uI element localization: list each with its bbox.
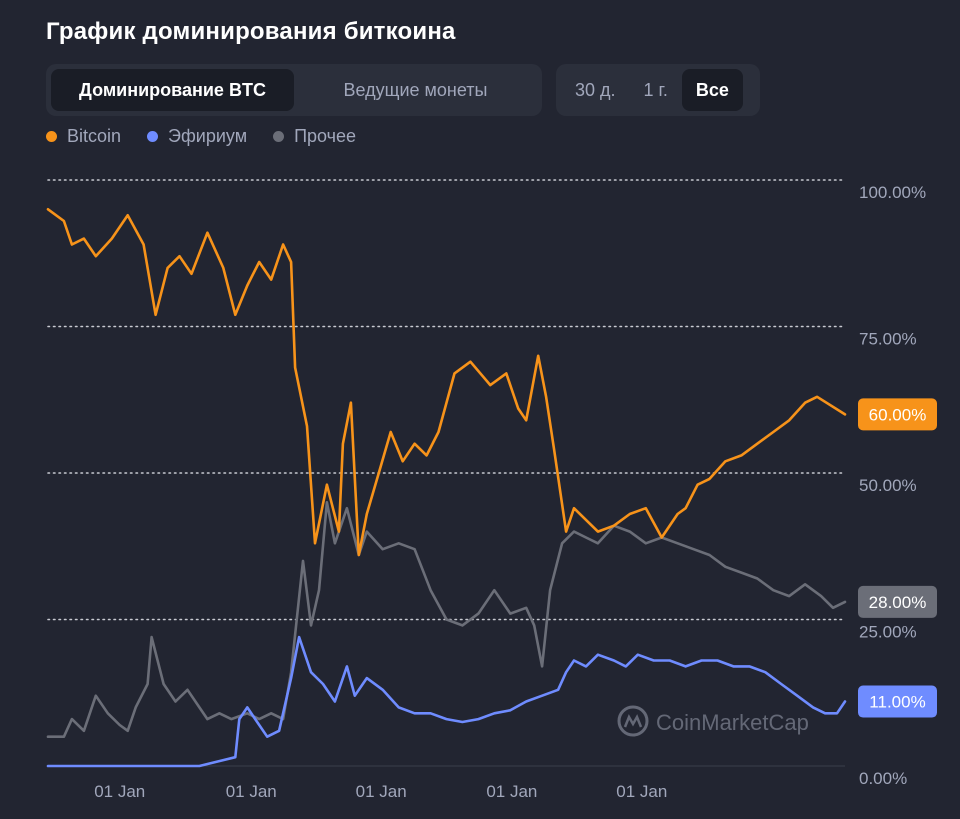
y-tick-label: 75.00% bbox=[859, 330, 917, 349]
legend-label: Прочее bbox=[294, 126, 357, 146]
legend-label: Bitcoin bbox=[67, 126, 122, 146]
value-badge-label: 28.00% bbox=[869, 593, 927, 612]
bitcoin-dot-icon bbox=[46, 131, 57, 142]
ethereum-dot-icon bbox=[147, 131, 159, 142]
y-tick-label: 50.00% bbox=[859, 476, 917, 495]
x-tick-label: 01 Jan bbox=[356, 782, 407, 801]
y-tick-label: 25.00% bbox=[859, 623, 917, 642]
x-tick-label: 01 Jan bbox=[486, 782, 537, 801]
legend-item-bitcoin[interactable]: Bitcoin bbox=[46, 126, 121, 147]
watermark-text: CoinMarketCap bbox=[656, 710, 809, 735]
value-badge-label: 11.00% bbox=[869, 693, 925, 712]
range-all-button[interactable]: Все bbox=[681, 69, 743, 111]
range-30d-button[interactable]: 30 д. bbox=[561, 69, 630, 111]
value-badge-label: 60.00% bbox=[869, 405, 927, 424]
other-dot-icon bbox=[273, 131, 285, 142]
tab-top-coins[interactable]: Ведущие монеты bbox=[294, 69, 537, 111]
x-tick-label: 01 Jan bbox=[616, 782, 667, 801]
x-tick-label: 01 Jan bbox=[94, 782, 145, 801]
y-tick-label: 100.00% bbox=[859, 183, 926, 202]
range-toggle: 30 д. 1 г. Все bbox=[556, 64, 760, 116]
value-badge-other bbox=[858, 585, 937, 618]
series-line-bitcoin bbox=[46, 208, 847, 557]
value-badge-ethereum bbox=[858, 685, 937, 718]
range-1y-button[interactable]: 1 г. bbox=[630, 69, 682, 111]
series-line-other bbox=[46, 501, 847, 738]
legend-item-other[interactable]: Прочее bbox=[273, 126, 356, 147]
legend-label: Эфириум bbox=[168, 126, 248, 146]
view-toggle: Доминирование BTC Ведущие монеты bbox=[46, 64, 542, 116]
page-title: График доминирования биткоина bbox=[46, 18, 456, 45]
series-line-ethereum bbox=[46, 635, 847, 768]
coinmarketcap-logo-icon bbox=[617, 705, 649, 737]
y-tick-label: 0.00% bbox=[859, 769, 907, 788]
x-tick-label: 01 Jan bbox=[226, 782, 277, 801]
chart-legend: Bitcoin Эфириум Прочее bbox=[46, 126, 356, 147]
tab-btc-dominance[interactable]: Доминирование BTC bbox=[51, 69, 294, 111]
legend-item-ethereum[interactable]: Эфириум bbox=[147, 126, 247, 147]
value-badge-bitcoin bbox=[858, 398, 937, 431]
